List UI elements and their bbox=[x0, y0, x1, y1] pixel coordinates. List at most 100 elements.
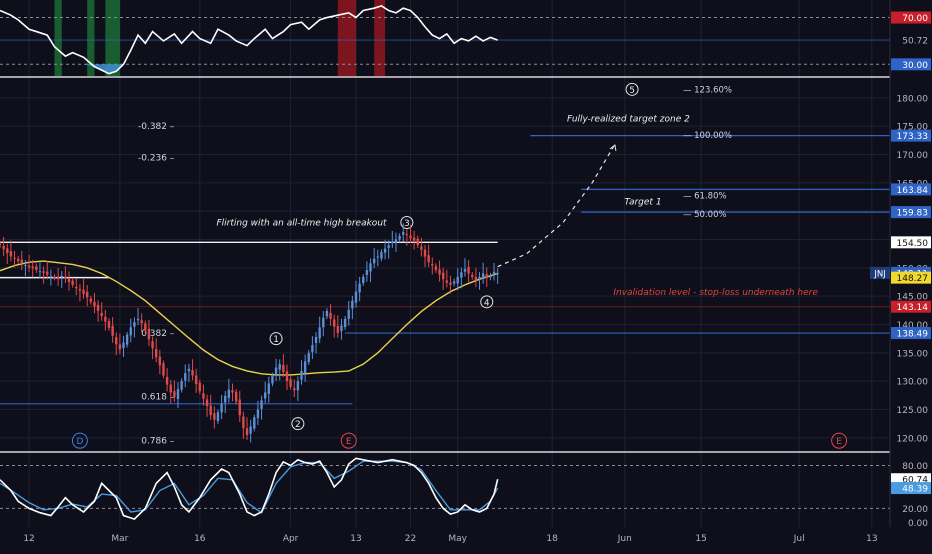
candle-body bbox=[151, 341, 154, 349]
price-tick-label: 135.00 bbox=[897, 349, 929, 359]
price-tag-box bbox=[891, 236, 931, 249]
stochastic-axis-label: 60.74 bbox=[902, 476, 928, 486]
candle-body bbox=[13, 257, 16, 259]
candle-body bbox=[322, 317, 325, 328]
candle-body bbox=[427, 255, 430, 263]
price-tag-box bbox=[891, 300, 931, 313]
fib-extension-label: — 123.60% bbox=[683, 85, 732, 95]
candle-body bbox=[369, 263, 372, 272]
wave-label-text: 1 bbox=[273, 335, 279, 345]
candle-body bbox=[187, 368, 191, 372]
candle-body bbox=[64, 277, 67, 279]
candle-body bbox=[434, 266, 438, 271]
candle-body bbox=[133, 322, 136, 327]
candle-body bbox=[71, 280, 74, 285]
candle-body bbox=[67, 278, 71, 282]
annotation-text: Invalidation level - stop-loss underneat… bbox=[613, 288, 818, 298]
fib-extension-label: — 100.00% bbox=[683, 131, 732, 141]
price-tick-label: 120.00 bbox=[897, 434, 929, 444]
top-axis-label: 50.72 bbox=[902, 37, 928, 47]
top-oscillator-panel bbox=[0, 0, 890, 76]
event-marker-text: E bbox=[346, 437, 352, 447]
candle-body bbox=[333, 319, 336, 327]
candle-body bbox=[438, 269, 441, 275]
price-tag: 159.83 bbox=[891, 206, 931, 219]
candle-body bbox=[27, 265, 31, 268]
x-axis-tick-label: Jul bbox=[793, 534, 805, 544]
candle-body bbox=[115, 337, 118, 345]
candle-body bbox=[489, 275, 492, 278]
annotation-text: Fully-realized target zone 2 bbox=[567, 115, 690, 125]
candle-body bbox=[49, 276, 53, 278]
candle-body bbox=[194, 375, 198, 384]
fib-level-label: -0.382 – bbox=[138, 122, 175, 132]
candle-body bbox=[478, 276, 481, 279]
candle-body bbox=[155, 348, 158, 358]
x-axis-tick-label: Mar bbox=[111, 534, 128, 544]
price-tag-value: 143.14 bbox=[897, 303, 929, 313]
candle-body bbox=[278, 364, 281, 370]
fib-extension-label: — 61.80% bbox=[683, 191, 727, 201]
candle-body bbox=[481, 273, 485, 279]
stochastic-d-line bbox=[0, 460, 499, 514]
candle-body bbox=[267, 383, 271, 394]
candle-body bbox=[136, 318, 140, 321]
candle-body bbox=[449, 282, 452, 285]
candle-body bbox=[162, 363, 165, 376]
price-tick-label: 130.00 bbox=[897, 378, 929, 388]
candle-body bbox=[336, 326, 340, 333]
event-marker-D: D bbox=[71, 432, 88, 449]
candle-body bbox=[111, 325, 114, 336]
wave-label-circle bbox=[400, 216, 414, 229]
candle-body bbox=[358, 283, 361, 293]
candle-body bbox=[325, 310, 329, 317]
x-axis-tick-label: 13 bbox=[866, 534, 877, 544]
candle-body bbox=[285, 371, 289, 382]
wave-label-1: 1 bbox=[269, 332, 283, 346]
candle-body bbox=[351, 300, 354, 309]
price-tag-box bbox=[891, 206, 931, 219]
candle-body bbox=[169, 384, 172, 393]
candle-body bbox=[282, 364, 285, 373]
candle-body bbox=[205, 399, 209, 407]
candle-body bbox=[362, 276, 365, 284]
price-tag: 138.49 bbox=[891, 327, 931, 340]
candle-body bbox=[354, 291, 358, 303]
candle-body bbox=[405, 234, 409, 236]
candle-body bbox=[31, 266, 34, 269]
candle-body bbox=[9, 251, 13, 257]
price-tag: 143.14 bbox=[891, 300, 931, 313]
candle-body bbox=[340, 325, 343, 331]
stochastic-axis-label: 0.00 bbox=[908, 519, 928, 529]
highlight-band-green bbox=[54, 0, 62, 76]
fib-level-label: 0.382 – bbox=[141, 329, 175, 339]
candle-body bbox=[144, 323, 147, 331]
wave-label-text: 3 bbox=[404, 219, 410, 229]
stochastic-axis-label: 80.00 bbox=[902, 462, 928, 472]
price-tick-label: 140.00 bbox=[897, 321, 929, 331]
wave-label-3: 3 bbox=[400, 216, 414, 229]
price-tag-value: 138.49 bbox=[897, 330, 929, 340]
x-axis-tick-label: May bbox=[448, 534, 467, 544]
candle-body bbox=[398, 236, 401, 240]
candle-body bbox=[496, 272, 499, 274]
candle-body bbox=[6, 248, 9, 254]
price-tick-label: 170.00 bbox=[897, 151, 929, 161]
stochastic-axis-tag bbox=[891, 482, 931, 495]
wave-label-text: 5 bbox=[629, 86, 635, 96]
wave-label-circle bbox=[625, 82, 639, 96]
candle-body bbox=[104, 316, 107, 322]
candle-body bbox=[314, 336, 318, 343]
candle-body bbox=[2, 245, 5, 250]
candle-body bbox=[191, 370, 194, 376]
price-tag-value: 154.50 bbox=[897, 239, 929, 249]
price-tick-label: 145.00 bbox=[897, 293, 929, 303]
candle-body bbox=[75, 286, 78, 289]
candle-body bbox=[82, 289, 85, 294]
price-tag: 163.84 bbox=[891, 183, 931, 196]
candle-body bbox=[474, 276, 478, 281]
candle-body bbox=[242, 416, 245, 429]
annotation-text: Flirting with an all-time high breakout bbox=[216, 218, 387, 228]
